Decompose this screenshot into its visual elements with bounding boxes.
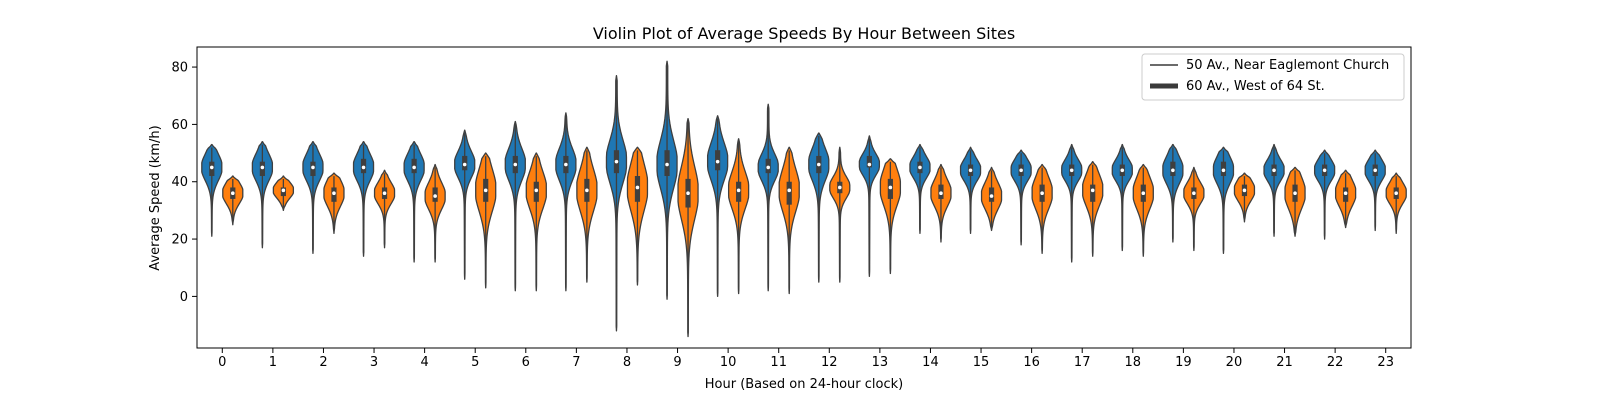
violin-median-s2-h5 <box>483 188 488 193</box>
violin-median-s2-h12 <box>837 185 842 190</box>
violin-median-s1-h0 <box>209 165 214 170</box>
violin-median-s2-h17 <box>1090 188 1095 193</box>
violin-median-s1-h20 <box>1221 168 1226 173</box>
violin-median-s1-h19 <box>1171 168 1175 173</box>
violin-median-s2-h9 <box>686 191 690 195</box>
x-tick-label-4: 4 <box>420 355 428 370</box>
x-tick-label-23: 23 <box>1377 355 1394 370</box>
x-tick-label-11: 11 <box>770 355 787 370</box>
violin-median-s1-h9 <box>665 162 669 167</box>
violin-median-s2-h11 <box>787 188 792 193</box>
violin-median-s1-h15 <box>968 168 973 173</box>
violin-median-s1-h5 <box>462 162 467 167</box>
violin-median-s1-h21 <box>1272 168 1276 173</box>
violin-median-s2-h6 <box>534 188 539 193</box>
violin-median-s2-h22 <box>1343 191 1348 195</box>
violin-iqr-box-s2-h17 <box>1090 184 1096 202</box>
violin-median-s2-h21 <box>1293 191 1297 195</box>
x-tick-label-18: 18 <box>1125 355 1142 370</box>
x-tick-label-15: 15 <box>973 355 990 370</box>
violin-median-s1-h17 <box>1069 168 1074 173</box>
x-tick-label-16: 16 <box>1023 355 1040 370</box>
y-axis-label: Average Speed (km/h) <box>148 125 163 270</box>
legend-label-series-2: 60 Av., West of 64 St. <box>1186 79 1325 94</box>
violin-median-s1-h18 <box>1120 168 1125 173</box>
violin-median-s1-h1 <box>260 165 265 170</box>
violin-median-s2-h20 <box>1242 188 1247 193</box>
violin-median-s2-h3 <box>382 191 387 195</box>
violin-median-s1-h11 <box>766 165 771 170</box>
y-tick-label-80: 80 <box>171 61 188 76</box>
violin-median-s1-h12 <box>816 162 821 167</box>
y-tick-label-60: 60 <box>171 118 188 133</box>
x-tick-label-10: 10 <box>720 355 737 370</box>
violin-median-s2-h14 <box>939 191 943 195</box>
x-tick-label-3: 3 <box>370 355 378 370</box>
chart-title: Violin Plot of Average Speeds By Hour Be… <box>593 24 1015 43</box>
legend-label-series-1: 50 Av., Near Eaglemont Church <box>1186 58 1389 73</box>
x-tick-label-14: 14 <box>922 355 939 370</box>
violin-median-s2-h8 <box>635 185 640 190</box>
x-tick-label-21: 21 <box>1276 355 1293 370</box>
legend-frame <box>1141 53 1405 101</box>
violin-median-s1-h2 <box>311 165 315 170</box>
violin-median-s2-h19 <box>1192 191 1196 195</box>
violin-median-s2-h16 <box>1040 191 1044 195</box>
x-tick-label-5: 5 <box>471 355 479 370</box>
violin-median-s2-h15 <box>989 194 994 198</box>
violin-median-s2-h23 <box>1394 191 1399 195</box>
violin-median-s2-h0 <box>230 191 235 195</box>
violin-median-s1-h16 <box>1019 168 1023 173</box>
violin-median-s2-h4 <box>433 194 437 198</box>
violin-median-s1-h8 <box>614 159 619 164</box>
x-tick-label-17: 17 <box>1074 355 1091 370</box>
plot-frame <box>196 46 1412 349</box>
violin-median-s1-h6 <box>513 162 518 167</box>
violin-median-s1-h22 <box>1322 168 1327 173</box>
violin-median-s2-h13 <box>888 185 893 190</box>
violin-median-s2-h2 <box>332 191 336 195</box>
legend: 50 Av., Near Eaglemont Church 60 Av., We… <box>1141 53 1405 101</box>
x-tick-label-1: 1 <box>269 355 277 370</box>
x-tick-label-7: 7 <box>572 355 580 370</box>
x-tick-label-6: 6 <box>522 355 530 370</box>
x-tick-label-20: 20 <box>1226 355 1243 370</box>
x-tick-label-0: 0 <box>218 355 226 370</box>
violin-median-s1-h10 <box>715 159 720 164</box>
violin-median-s1-h23 <box>1373 168 1378 173</box>
x-tick-label-2: 2 <box>319 355 327 370</box>
violin-median-s1-h7 <box>564 162 568 167</box>
x-tick-label-19: 19 <box>1175 355 1192 370</box>
violin-median-s1-h3 <box>361 165 366 170</box>
x-tick-label-9: 9 <box>673 355 681 370</box>
x-tick-label-22: 22 <box>1327 355 1344 370</box>
y-tick-label-40: 40 <box>171 175 188 190</box>
violin-median-s1-h4 <box>412 165 416 170</box>
violin-median-s2-h7 <box>585 188 589 193</box>
violin-median-s1-h14 <box>918 165 922 170</box>
y-tick-label-0: 0 <box>180 290 188 305</box>
x-tick-label-12: 12 <box>821 355 838 370</box>
violin-median-s2-h10 <box>736 188 741 193</box>
x-tick-label-13: 13 <box>872 355 889 370</box>
violin-iqr-box-s2-h11 <box>786 181 792 205</box>
violin-median-s1-h13 <box>867 162 872 167</box>
violin-median-s2-h18 <box>1141 191 1146 195</box>
x-tick-label-8: 8 <box>623 355 631 370</box>
violin-median-s2-h1 <box>281 188 286 193</box>
y-tick-label-20: 20 <box>171 233 188 248</box>
x-axis-label: Hour (Based on 24-hour clock) <box>705 377 904 392</box>
violin-iqr-box-s1-h13 <box>866 155 872 168</box>
